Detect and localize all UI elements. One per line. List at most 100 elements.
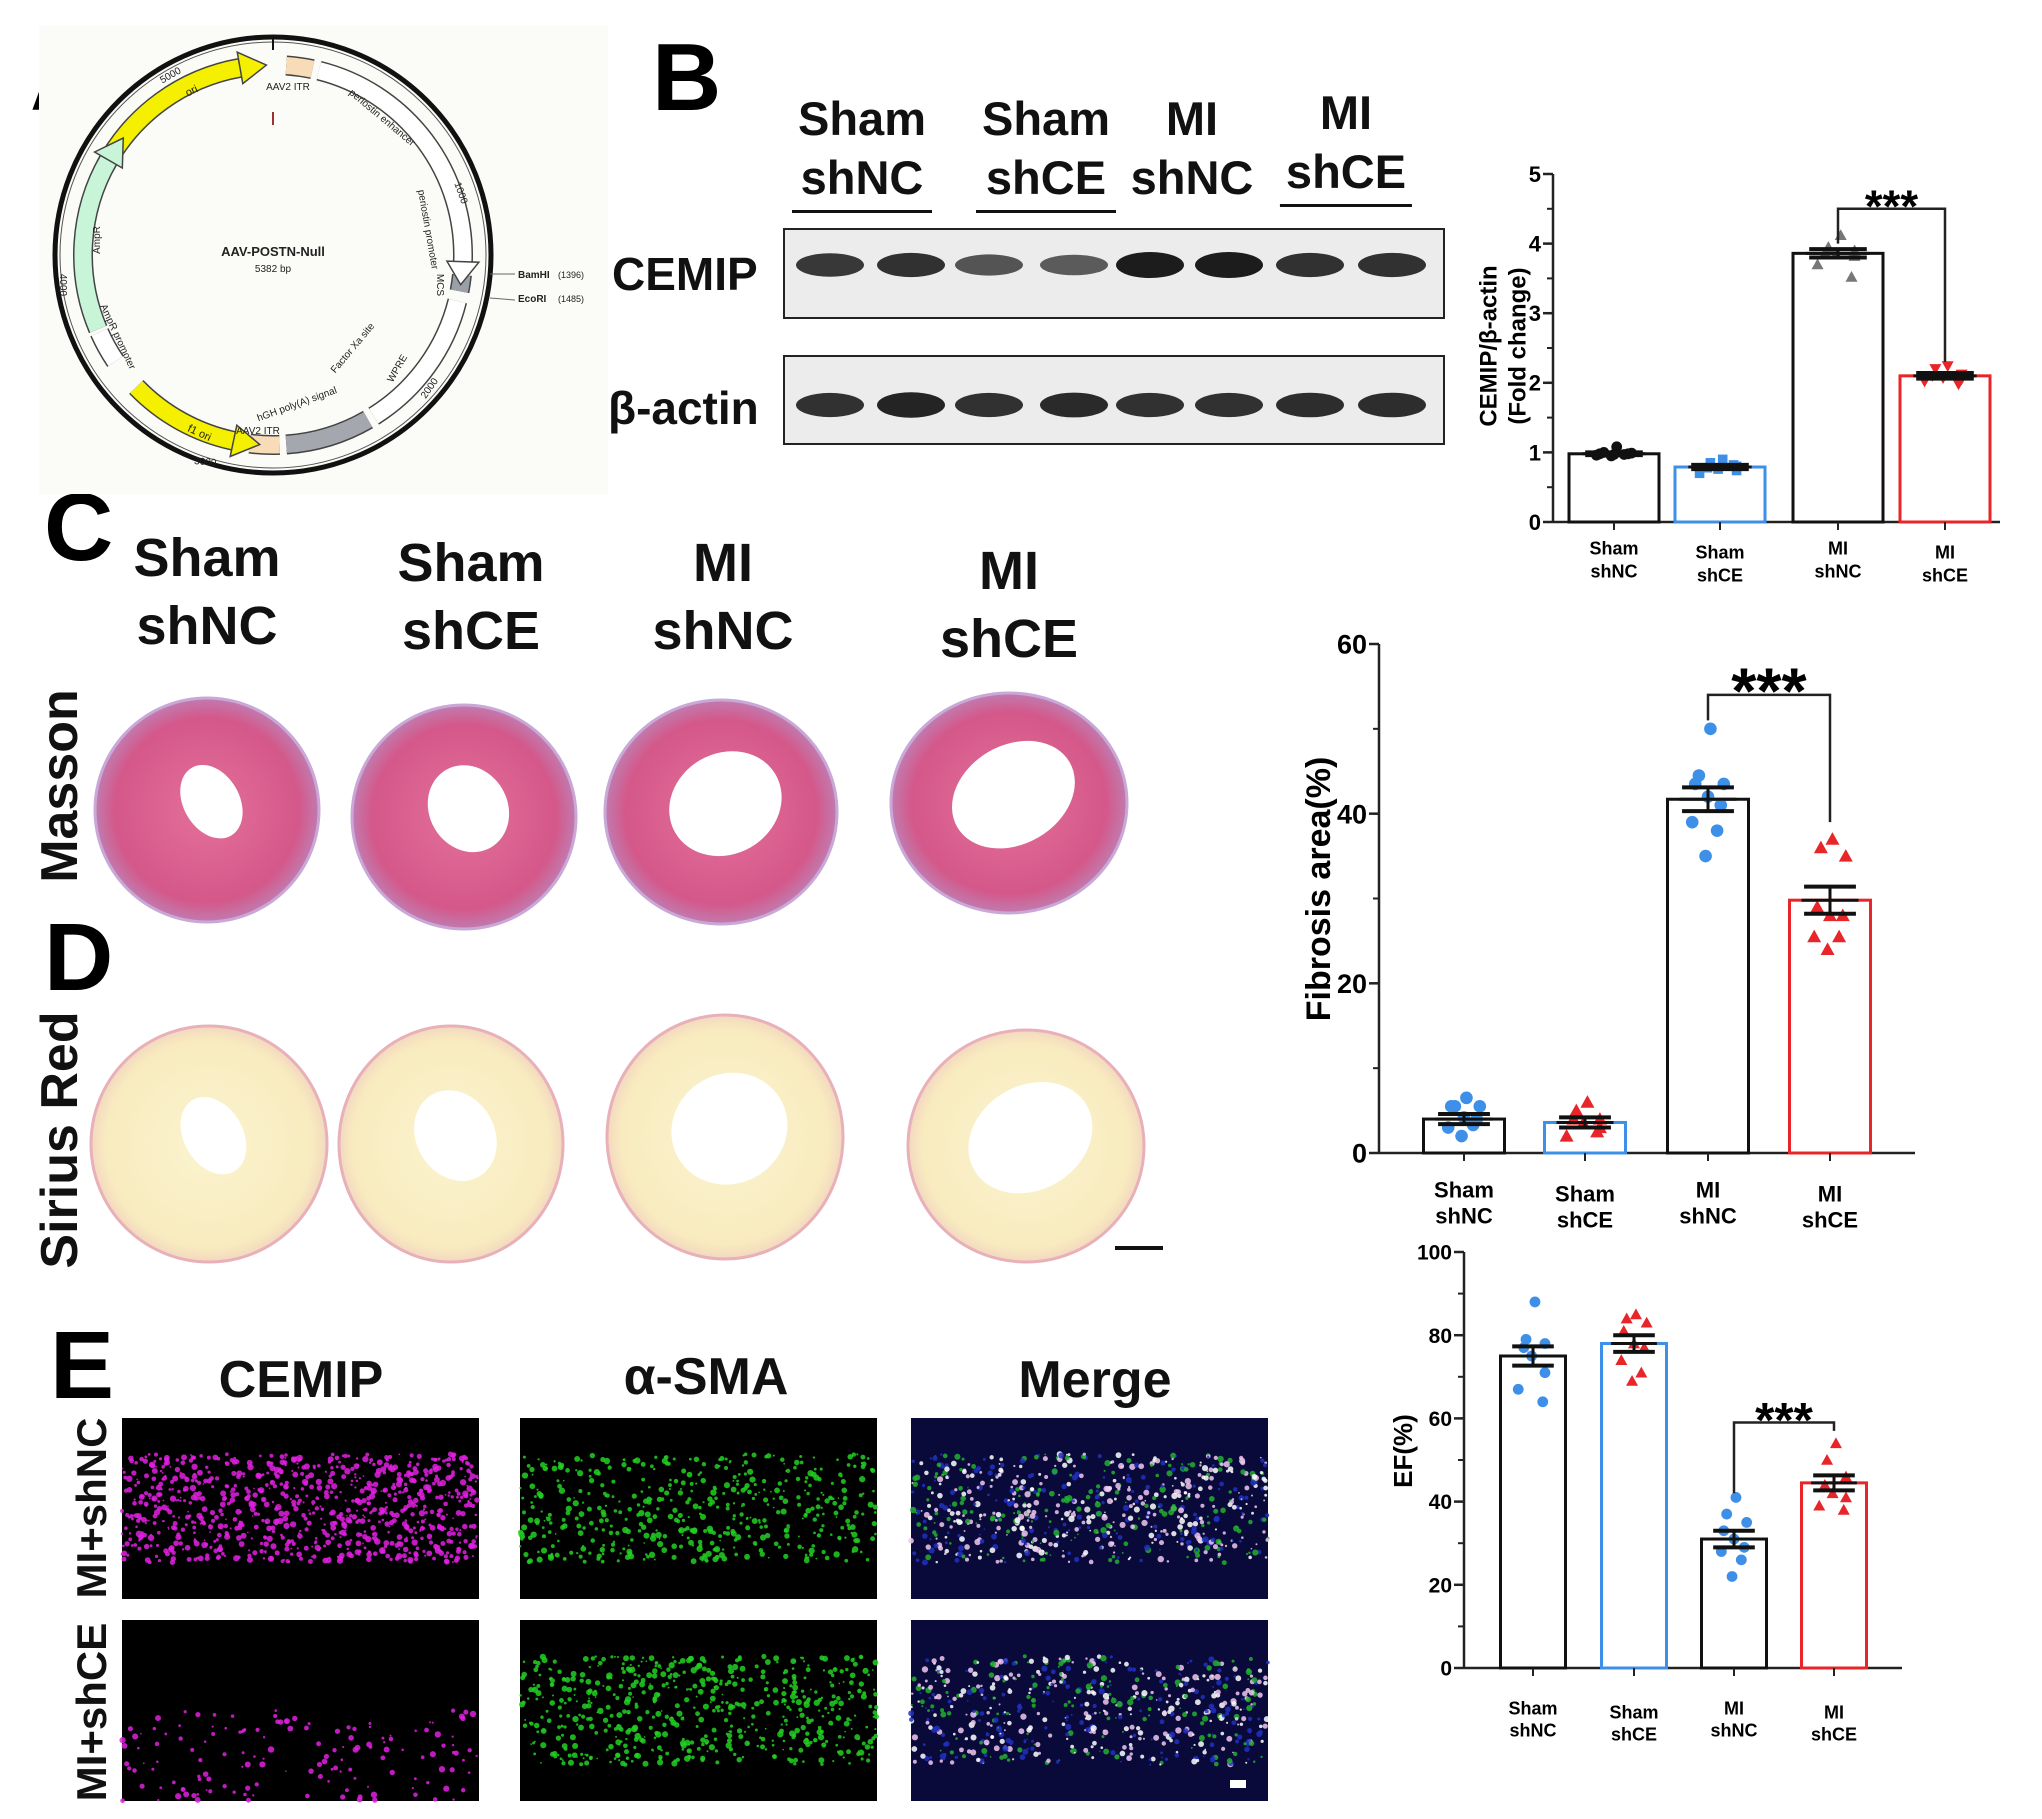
fluorescence-signal xyxy=(1026,1694,1031,1700)
fluorescence-signal xyxy=(344,1499,347,1502)
fluorescence-signal xyxy=(915,1558,920,1563)
fluorescence-signal xyxy=(135,1525,138,1529)
fluorescence-signal xyxy=(824,1555,830,1561)
feature-label-ori: ori xyxy=(184,83,200,99)
fluorescence-signal xyxy=(1101,1735,1105,1739)
fluorescence-signal xyxy=(789,1693,797,1700)
fluorescence-signal xyxy=(1090,1488,1093,1491)
fluorescence-signal xyxy=(1115,1717,1117,1719)
fluorescence-signal xyxy=(721,1655,725,1659)
site-position: (1485) xyxy=(558,294,584,304)
fluorescence-signal xyxy=(311,1500,316,1505)
fluorescence-signal xyxy=(858,1493,863,1498)
fluorescence-signal xyxy=(1051,1468,1058,1475)
fluorescence-signal xyxy=(1113,1529,1116,1532)
fluorescence-signal xyxy=(136,1478,139,1481)
fluorescence-signal xyxy=(1139,1668,1143,1672)
fluorescence-signal xyxy=(433,1457,438,1462)
fluorescence-signal xyxy=(639,1681,646,1688)
fluorescence-signal xyxy=(911,1676,917,1682)
fluorescence-signal xyxy=(849,1719,852,1722)
fluorescence-signal xyxy=(588,1716,593,1722)
fluorescence-signal xyxy=(1263,1675,1268,1681)
fluorescence-signal xyxy=(925,1544,931,1550)
fluorescence-signal xyxy=(426,1780,430,1785)
fluorescence-signal xyxy=(862,1492,865,1495)
blot-row-label-beta-actin: β-actin xyxy=(608,382,759,434)
fluorescence-signal xyxy=(969,1473,975,1478)
fluorescence-signal xyxy=(946,1531,950,1535)
fluorescence-signal xyxy=(665,1681,669,1686)
fluorescence-signal xyxy=(358,1477,362,1480)
fluorescence-signal xyxy=(334,1533,337,1536)
fluorescence-signal xyxy=(1010,1485,1014,1489)
fluorescence-signal xyxy=(355,1532,361,1538)
fluorescence-signal xyxy=(372,1797,378,1803)
fluorescence-signal xyxy=(1095,1484,1101,1489)
fluorescence-signal xyxy=(1180,1536,1185,1542)
fluorescence-signal xyxy=(745,1525,751,1531)
fluorescence-signal xyxy=(124,1526,128,1530)
fluorescence-signal xyxy=(545,1709,549,1713)
fluorescence-signal xyxy=(1022,1486,1026,1490)
fluorescence-signal xyxy=(330,1524,337,1531)
fluorescence-signal xyxy=(463,1493,469,1499)
fluorescence-signal xyxy=(935,1560,938,1564)
fluorescence-signal xyxy=(1012,1479,1018,1485)
fluorescence-signal xyxy=(1248,1657,1253,1661)
fluorescence-signal xyxy=(1209,1475,1214,1481)
fluorescence-signal xyxy=(314,1544,321,1551)
fluorescence-signal xyxy=(540,1762,542,1764)
fluorescence-signal xyxy=(449,1554,454,1559)
arrowhead-icon xyxy=(445,260,481,287)
fluorescence-signal xyxy=(1233,1675,1237,1678)
fluorescence-signal xyxy=(460,1511,466,1517)
fluorescence-signal xyxy=(910,1490,915,1494)
fluorescence-signal xyxy=(594,1689,597,1693)
fluorescence-signal xyxy=(1117,1535,1123,1540)
wpre-feature xyxy=(369,298,466,424)
fluorescence-signal xyxy=(468,1477,473,1482)
fluorescence-signal xyxy=(719,1679,723,1683)
fluorescence-signal xyxy=(709,1670,716,1676)
fluorescence-signal xyxy=(1235,1675,1242,1682)
fluorescence-signal xyxy=(1082,1452,1086,1456)
fluorescence-signal xyxy=(1098,1711,1101,1714)
fluorescence-signal xyxy=(999,1559,1003,1563)
fluorescence-signal xyxy=(821,1524,825,1528)
fluorescence-signal xyxy=(158,1457,162,1461)
fluorescence-signal xyxy=(374,1471,381,1478)
data-point xyxy=(1444,1100,1458,1113)
fluorescence-signal xyxy=(1232,1666,1238,1672)
fluorescence-signal xyxy=(365,1536,372,1543)
fluorescence-signal xyxy=(601,1656,606,1662)
fluorescence-signal xyxy=(588,1520,594,1526)
y-tick-label: 20 xyxy=(1337,969,1367,999)
fluorescence-signal xyxy=(754,1664,759,1669)
fluorescence-signal xyxy=(248,1501,255,1508)
fluorescence-signal xyxy=(293,1487,296,1490)
fluorescence-signal xyxy=(541,1534,547,1539)
blot-band xyxy=(877,252,945,278)
fluorescence-signal xyxy=(522,1723,528,1728)
fluorescence-signal xyxy=(1165,1700,1169,1704)
fluorescence-signal xyxy=(569,1734,576,1741)
fluorescence-signal xyxy=(723,1482,731,1489)
fluorescence-signal xyxy=(1056,1540,1060,1544)
fluorescence-signal xyxy=(147,1534,155,1541)
fluorescence-signal xyxy=(662,1533,668,1539)
fluorescence-signal xyxy=(1001,1513,1006,1518)
fluorescence-signal xyxy=(466,1485,473,1492)
fluorescence-signal xyxy=(366,1480,372,1487)
fluorescence-signal xyxy=(689,1528,695,1533)
fluorescence-signal xyxy=(157,1799,160,1802)
fluorescence-signal xyxy=(594,1696,597,1699)
fluorescence-signal xyxy=(409,1453,414,1458)
fluorescence-signal xyxy=(732,1546,736,1549)
blot-band xyxy=(1276,392,1344,418)
fluorescence-signal xyxy=(793,1757,799,1763)
fluorescence-signal xyxy=(629,1467,632,1470)
fluorescence-signal xyxy=(590,1538,596,1543)
fluorescence-signal xyxy=(727,1664,733,1670)
fluorescence-signal xyxy=(672,1679,676,1683)
